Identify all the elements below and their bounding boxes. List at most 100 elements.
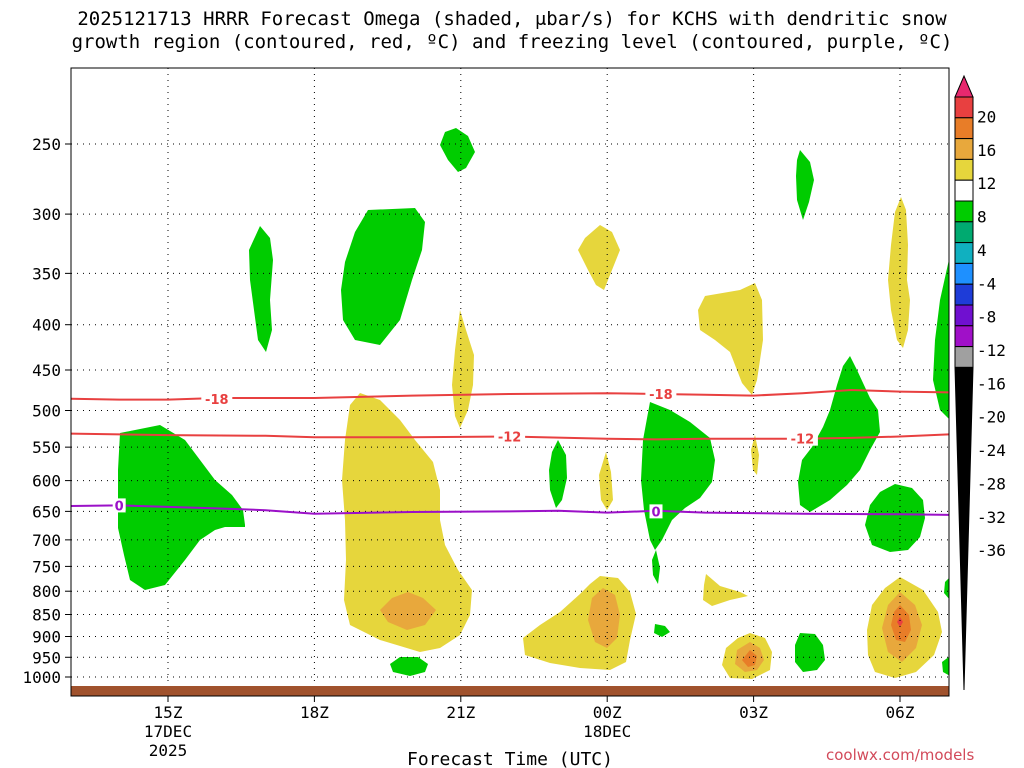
omega-region-yellow xyxy=(452,310,474,428)
colorbar-segment xyxy=(954,325,974,348)
contour-labels: -18 -18 -12 -12 0 0 xyxy=(112,387,818,520)
omega-region-green xyxy=(795,633,825,672)
contour-label: -18 xyxy=(205,393,229,408)
ground-surface xyxy=(71,686,949,696)
omega-region-green xyxy=(341,208,425,345)
omega-region-yellow xyxy=(698,283,763,395)
colorbar-segment xyxy=(954,117,974,140)
omega-region-yellow xyxy=(888,197,910,348)
contour-label: -12 xyxy=(498,431,522,446)
x-tick-date: 17DEC xyxy=(144,722,192,741)
colorbar-label: -8 xyxy=(977,308,996,327)
omega-region-green xyxy=(549,440,567,508)
time-gridlines xyxy=(167,68,901,696)
y-tick-label: 350 xyxy=(32,264,61,283)
colorbar-label: 12 xyxy=(977,174,996,193)
colorbar-segment xyxy=(954,200,974,223)
x-tick-label: 03Z xyxy=(739,703,768,722)
colorbar-label: -20 xyxy=(977,408,1006,427)
y-tick-label: 900 xyxy=(32,627,61,646)
y-tick-label: 650 xyxy=(32,502,61,521)
omega-region-green xyxy=(654,624,670,637)
contour-label-bg xyxy=(494,429,526,444)
omega-region-green xyxy=(652,550,660,584)
omega-region-yellow xyxy=(523,576,636,670)
y-tick-label: 850 xyxy=(32,606,61,625)
watermark: coolwx.com/models xyxy=(826,746,975,764)
omega-region-yellow xyxy=(342,393,472,652)
contour-label-bg xyxy=(649,504,663,519)
plot-frame xyxy=(70,67,950,697)
colorbar-top-arrow xyxy=(954,74,974,98)
colorbar-segment xyxy=(954,346,974,368)
x-tick-label: 18Z xyxy=(300,703,329,722)
colorbar-label: 20 xyxy=(977,108,996,127)
pressure-gridlines xyxy=(71,143,949,678)
contour-label-bg xyxy=(201,391,233,406)
chart-title-line2: growth region (contoured, red, ºC) and f… xyxy=(71,31,953,53)
chart-title-line1: 2025121713 HRRR Forecast Omega (shaded, … xyxy=(77,8,947,30)
omega-region-orange xyxy=(588,588,620,648)
colorbar-label: -24 xyxy=(977,441,1006,460)
y-tick-label: 500 xyxy=(32,402,61,421)
y-tick-label: 1000 xyxy=(22,668,61,687)
y-tick-label: 600 xyxy=(32,472,61,491)
omega-region-green xyxy=(796,150,814,220)
x-tick-date: 18DEC xyxy=(583,722,631,741)
colorbar-segment xyxy=(954,138,974,160)
omega-region-green xyxy=(798,356,880,512)
colorbar-label: -32 xyxy=(977,508,1006,527)
chart-title: 2025121713 HRRR Forecast Omega (shaded, … xyxy=(0,8,1024,54)
contour-line-0 xyxy=(71,504,949,516)
colorbar-label: 16 xyxy=(977,141,996,160)
omega-region-red xyxy=(897,617,903,627)
x-tick-label: 06Z xyxy=(886,703,915,722)
y-tick-label: 400 xyxy=(32,316,61,335)
contour-label-bg xyxy=(112,498,126,513)
colorbar-bottom-arrow xyxy=(954,366,974,691)
y-tick-label: 800 xyxy=(32,582,61,601)
y-tick-label: 750 xyxy=(32,557,61,576)
colorbar-label: 4 xyxy=(977,241,987,260)
colorbar-label: -36 xyxy=(977,541,1006,560)
x-axis-label: Forecast Time (UTC) xyxy=(407,749,613,768)
contour-label-bg xyxy=(645,387,677,402)
y-tick-label: 700 xyxy=(32,531,61,550)
contour-line-minus18 xyxy=(71,388,949,401)
omega-region-green xyxy=(641,402,715,550)
omega-region-green xyxy=(390,657,428,676)
temperature-contours xyxy=(71,388,949,516)
y-axis: 250 300 350 400 450 500 550 600 650 700 750 800 850 9… xyxy=(22,135,71,687)
omega-region-green xyxy=(249,226,273,352)
colorbar-segment xyxy=(954,179,974,202)
y-tick-label: 450 xyxy=(32,361,61,380)
contour-label-bg xyxy=(786,431,818,446)
colorbar-label: 8 xyxy=(977,208,987,227)
y-tick-label: 300 xyxy=(32,205,61,224)
contour-label: -18 xyxy=(649,388,673,403)
omega-region-green xyxy=(942,656,949,676)
x-tick-label: 21Z xyxy=(446,703,475,722)
omega-region-green xyxy=(865,484,925,552)
colorbar-segment xyxy=(954,221,974,244)
x-tick-year: 2025 xyxy=(149,741,188,760)
omega-region-yellow xyxy=(578,225,620,290)
contour-line-minus12 xyxy=(71,432,949,441)
contour-label: 0 xyxy=(651,505,660,520)
contour-label: -12 xyxy=(791,433,815,448)
y-tick-label: 250 xyxy=(32,135,61,154)
omega-region-yellow xyxy=(751,435,759,475)
omega-region-green xyxy=(933,259,949,419)
colorbar-segment xyxy=(954,242,974,264)
colorbar-segment xyxy=(954,96,974,119)
x-tick-label: 00Z xyxy=(593,703,622,722)
x-tick-label: 15Z xyxy=(154,703,183,722)
colorbar-segment xyxy=(954,158,974,181)
colorbar-segment xyxy=(954,262,974,285)
colorbar-segment xyxy=(954,283,974,306)
colorbar-segment xyxy=(954,304,974,327)
omega-region-orange xyxy=(380,592,436,630)
y-tick-label: 550 xyxy=(32,438,61,457)
